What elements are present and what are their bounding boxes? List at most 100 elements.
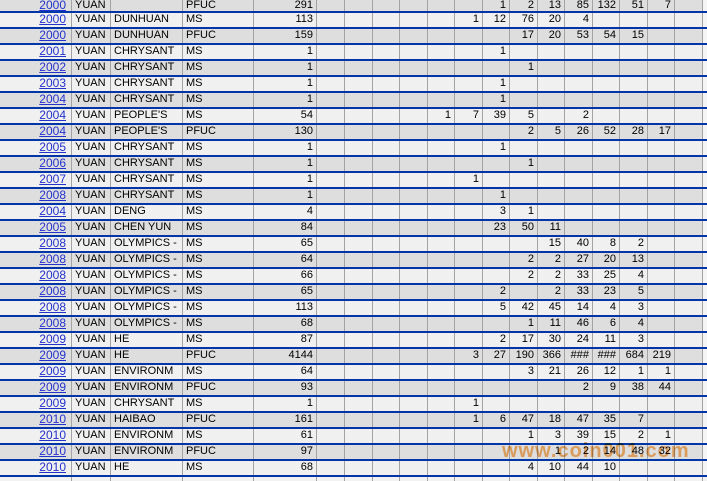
value-cell	[373, 189, 400, 203]
value-cell	[373, 237, 400, 251]
value-cell: 2	[565, 381, 593, 395]
value-cell: 9	[593, 381, 620, 395]
year-link[interactable]: 2009	[39, 365, 66, 378]
value-cell	[428, 269, 455, 283]
year-link[interactable]: 2007	[39, 173, 66, 186]
year-link[interactable]: 2008	[39, 301, 66, 314]
value-cell: 1	[483, 141, 510, 155]
value-cell: 1	[538, 445, 565, 459]
value-cell	[565, 93, 593, 107]
year-link[interactable]: 2009	[39, 333, 66, 346]
table-row: 2004 YUAN CHRYSANT MS 1 1	[0, 93, 707, 109]
value-cell	[593, 173, 620, 187]
year-link[interactable]: 2008	[39, 189, 66, 202]
edge-cell	[345, 477, 373, 481]
value-cell	[538, 109, 565, 123]
year-link[interactable]: 2008	[39, 285, 66, 298]
value-cell	[483, 157, 510, 171]
year-link[interactable]: 2004	[39, 205, 66, 218]
value-cell	[620, 461, 648, 475]
edge-cell	[593, 477, 620, 481]
year-link[interactable]: 2000	[39, 0, 66, 11]
issuer-cell: YUAN	[72, 173, 111, 187]
value-cell	[565, 189, 593, 203]
value-cell	[428, 13, 455, 27]
value-cell	[620, 173, 648, 187]
year-link[interactable]: 2001	[39, 45, 66, 58]
value-cell	[428, 365, 455, 379]
edge-cell	[703, 253, 707, 267]
year-link[interactable]: 2008	[39, 253, 66, 266]
year-link[interactable]: 2004	[39, 109, 66, 122]
year-link[interactable]: 2009	[39, 349, 66, 362]
grade-cell: PFUC	[183, 29, 254, 43]
year-cell: 2010	[0, 461, 72, 475]
year-cell: 2006	[0, 157, 72, 171]
value-cell	[483, 429, 510, 443]
edge-cell	[703, 333, 707, 347]
year-link[interactable]: 2010	[39, 429, 66, 442]
year-link[interactable]: 2010	[39, 445, 66, 458]
series-cell: CHRYSANT	[111, 93, 183, 107]
year-link[interactable]: 2009	[39, 381, 66, 394]
value-cell: 27	[565, 253, 593, 267]
year-link[interactable]: 2008	[39, 237, 66, 250]
value-cell	[675, 45, 703, 59]
value-cell	[675, 365, 703, 379]
value-cell	[345, 269, 373, 283]
value-cell: 40	[565, 237, 593, 251]
value-cell: 3	[483, 205, 510, 219]
value-cell	[373, 45, 400, 59]
year-link[interactable]: 2004	[39, 93, 66, 106]
value-cell	[428, 429, 455, 443]
year-link[interactable]: 2010	[39, 461, 66, 474]
year-link[interactable]: 2010	[39, 413, 66, 426]
year-link[interactable]: 2005	[39, 221, 66, 234]
year-link[interactable]: 2008	[39, 317, 66, 330]
year-link[interactable]: 2004	[39, 125, 66, 138]
value-cell: 1	[483, 77, 510, 91]
value-cell	[373, 109, 400, 123]
year-link[interactable]: 2009	[39, 397, 66, 410]
value-cell: ###	[565, 349, 593, 363]
issuer-cell: YUAN	[72, 397, 111, 411]
edge-cell	[538, 477, 565, 481]
value-cell: 219	[648, 349, 675, 363]
value-cell	[510, 397, 538, 411]
year-link[interactable]: 2000	[39, 29, 66, 42]
value-cell	[675, 109, 703, 123]
edge-cell	[703, 205, 707, 219]
year-cell: 2008	[0, 189, 72, 203]
year-link[interactable]: 2000	[39, 13, 66, 26]
year-link[interactable]: 2008	[39, 269, 66, 282]
value-cell	[373, 461, 400, 475]
value-cell	[620, 13, 648, 27]
value-cell	[345, 381, 373, 395]
value-cell	[317, 333, 345, 347]
value-cell: 1	[483, 45, 510, 59]
table-row: 2000 YUAN DUNHUAN MS 113 1 12 76 20 4	[0, 13, 707, 29]
year-link[interactable]: 2005	[39, 141, 66, 154]
value-cell	[400, 413, 428, 427]
grade-cell: MS	[183, 333, 254, 347]
value-cell	[400, 77, 428, 91]
value-cell: 44	[648, 381, 675, 395]
value-cell	[648, 13, 675, 27]
value-cell	[675, 189, 703, 203]
series-cell: OLYMPICS -	[111, 317, 183, 331]
value-cell: 26	[565, 365, 593, 379]
table-row: 2008 YUAN OLYMPICS - MS 65 15 40 8 2	[0, 237, 707, 253]
year-link[interactable]: 2006	[39, 157, 66, 170]
value-cell	[593, 77, 620, 91]
value-cell	[648, 317, 675, 331]
value-cell: 1	[648, 429, 675, 443]
table-row: 2008 YUAN OLYMPICS - MS 68 1 11 46 6 4	[0, 317, 707, 333]
value-cell	[428, 461, 455, 475]
value-cell	[373, 269, 400, 283]
year-link[interactable]: 2002	[39, 61, 66, 74]
issuer-cell: YUAN	[72, 253, 111, 267]
value-cell	[428, 317, 455, 331]
grade-cell: MS	[183, 253, 254, 267]
year-link[interactable]: 2003	[39, 77, 66, 90]
value-cell	[510, 173, 538, 187]
